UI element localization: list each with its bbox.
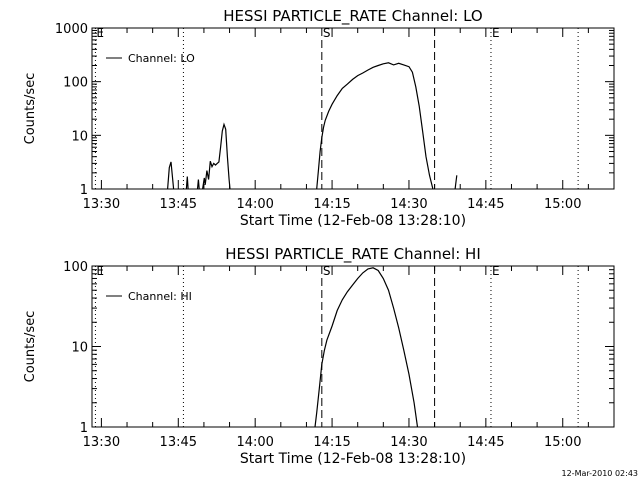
marker-label: E xyxy=(96,26,104,40)
x-tick-label: 14:15 xyxy=(313,197,350,212)
marker-label: E xyxy=(96,264,104,278)
panel-hi: HESSI PARTICLE_RATE Channel: HI Counts/se… xyxy=(23,245,615,467)
legend-label: Channel: HI xyxy=(128,290,192,303)
marker-label: E xyxy=(492,26,500,40)
chart-title: HESSI PARTICLE_RATE Channel: LO xyxy=(223,7,482,26)
y-axis-label: Counts/sec xyxy=(23,311,38,383)
marker-label: S xyxy=(323,26,331,40)
y-tick-label: 1 xyxy=(80,421,88,436)
footer-timestamp: 12-Mar-2010 02:43 xyxy=(562,469,639,478)
x-tick-label: 14:45 xyxy=(467,435,504,450)
marker-label: E xyxy=(492,264,500,278)
y-tick-label: 100 xyxy=(63,76,88,91)
x-tick-label: 13:45 xyxy=(160,435,197,450)
x-tick-label: 15:00 xyxy=(544,197,581,212)
y-tick-label: 1 xyxy=(80,183,88,198)
y-tick-label: 100 xyxy=(63,260,88,275)
x-tick-label: 14:30 xyxy=(390,435,427,450)
x-tick-label: 15:00 xyxy=(544,435,581,450)
x-tick-label: 14:15 xyxy=(313,435,350,450)
series-line-segment xyxy=(202,122,231,190)
panel-lo: HESSI PARTICLE_RATE Channel: LO Counts/se… xyxy=(23,7,615,229)
x-tick-label: 13:30 xyxy=(83,435,120,450)
series-line-segment xyxy=(454,175,458,190)
plot-frame xyxy=(91,27,615,190)
x-tick-label: 13:45 xyxy=(160,197,197,212)
x-axis-label: Start Time (12-Feb-08 13:28:10) xyxy=(240,213,466,229)
series-line-segment xyxy=(196,179,200,190)
x-tick-label: 14:00 xyxy=(236,197,273,212)
x-tick-label: 13:30 xyxy=(83,197,120,212)
y-tick-label: 10 xyxy=(71,341,88,356)
x-tick-label: 14:00 xyxy=(236,435,273,450)
x-axis-label: Start Time (12-Feb-08 13:28:10) xyxy=(240,451,466,467)
x-tick-label: 14:45 xyxy=(467,197,504,212)
legend-label: Channel: LO xyxy=(128,52,195,65)
marker-label: S xyxy=(323,264,331,278)
series-line-segment xyxy=(167,161,175,190)
series-line-segment xyxy=(185,176,189,190)
chart-title: HESSI PARTICLE_RATE Channel: HI xyxy=(225,245,481,264)
x-tick-label: 14:30 xyxy=(390,197,427,212)
y-axis-label: Counts/sec xyxy=(23,73,38,145)
series-line-segment xyxy=(314,267,419,428)
y-tick-label: 10 xyxy=(71,129,88,144)
series-line-segment xyxy=(316,62,434,190)
y-tick-label: 1000 xyxy=(55,22,88,37)
